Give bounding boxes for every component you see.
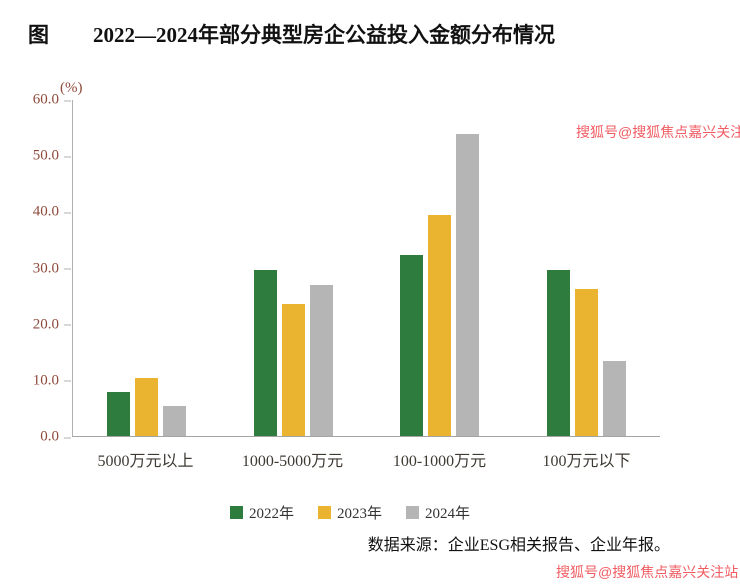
x-category-label: 1000-5000万元	[241, 453, 344, 470]
y-tick-label: 50.0	[11, 148, 71, 165]
y-axis-unit-label: (%)	[60, 80, 83, 96]
legend-item: 2023年	[317, 502, 382, 523]
bar-2024年	[456, 133, 480, 436]
bar-2023年	[281, 304, 305, 436]
y-tick-label: 60.0	[11, 92, 71, 109]
x-axis-labels: 5000万元以上 1000-5000万元 100-1000万元 100万元以下	[72, 447, 660, 471]
bar-groups	[73, 100, 660, 436]
y-tick-label: 40.0	[11, 204, 71, 221]
legend-swatch-icon	[229, 506, 243, 519]
bar-2023年	[134, 378, 158, 436]
y-tick-label: 20.0	[11, 316, 71, 333]
bar-group	[253, 270, 333, 436]
x-category-label: 100万元以下	[542, 453, 631, 470]
chart-title-row: 图 2022—2024年部分典型房企公益投入金额分布情况	[28, 19, 555, 49]
bar-2023年	[575, 288, 599, 436]
bar-2023年	[428, 215, 452, 436]
legend: 2022年 2023年 2024年	[0, 502, 700, 523]
watermark-top: 搜狐号@搜狐焦点嘉兴关注站	[576, 124, 740, 140]
bar-2024年	[603, 361, 627, 436]
bar-group	[400, 133, 480, 436]
watermark-bottom: 搜狐号@搜狐焦点嘉兴关注站	[556, 564, 739, 580]
legend-item: 2022年	[229, 502, 294, 523]
legend-swatch-icon	[317, 506, 331, 519]
bar-2022年	[547, 270, 571, 436]
y-tick-label: 0.0	[11, 429, 71, 446]
bar-group	[547, 270, 627, 436]
y-tick-label: 30.0	[11, 260, 71, 277]
legend-label: 2023年	[336, 506, 382, 522]
y-axis: 60.0 50.0 40.0 30.0 20.0 10.0 0.0	[33, 92, 660, 445]
bar-2024年	[162, 405, 186, 436]
bar-2022年	[400, 254, 424, 436]
bar-2022年	[106, 391, 130, 436]
legend-label: 2022年	[248, 506, 294, 522]
bar-2022年	[253, 270, 277, 436]
bar-2024年	[309, 285, 333, 436]
x-category-label: 5000万元以上	[97, 453, 194, 470]
legend-label: 2024年	[425, 506, 471, 522]
figure-label: 图	[28, 23, 49, 47]
x-category-label: 100-1000万元	[392, 453, 487, 470]
legend-swatch-icon	[406, 506, 419, 519]
chart-title: 2022—2024年部分典型房企公益投入金额分布情况	[93, 23, 555, 47]
bar-group	[106, 378, 186, 436]
plot-area: 60.0 50.0 40.0 30.0 20.0 10.0 0.0	[33, 92, 660, 445]
y-tick-label: 10.0	[11, 372, 71, 389]
source-note: 数据来源：企业ESG相关报告、企业年报。	[367, 537, 670, 554]
legend-item: 2024年	[406, 502, 470, 523]
